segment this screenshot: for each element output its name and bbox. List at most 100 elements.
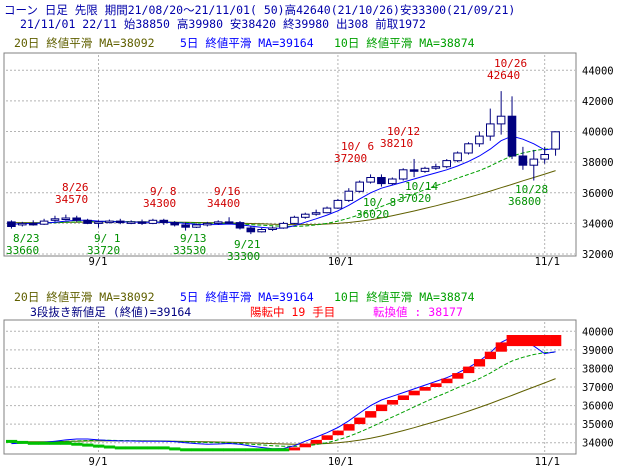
kagi-bar: [114, 446, 126, 450]
kagi-chart-frame: [3, 319, 577, 455]
candlesticks: [7, 91, 560, 235]
kagi-bar: [495, 342, 507, 352]
price-tick-label: 32000: [582, 249, 614, 261]
kagi-bar: [71, 442, 83, 446]
price-chart-frame: [3, 52, 577, 257]
kagi-bar: [212, 448, 224, 452]
date-tick-label: 10/1: [328, 256, 353, 268]
candle-body: [28, 222, 38, 226]
annotation-date: 9/ 8: [150, 185, 177, 198]
annotation-date: 9/21: [234, 238, 261, 251]
kagi-bar: [82, 443, 94, 447]
candle-body: [148, 219, 158, 224]
price-tick-label: 37000: [582, 382, 614, 394]
kagi-bar: [484, 351, 496, 360]
ma10-line: [11, 148, 556, 227]
candle-body: [486, 123, 495, 137]
kagi-bar: [506, 335, 518, 347]
kagi-bar: [245, 448, 257, 452]
candle-body: [311, 212, 321, 215]
annotation-price: 33660: [6, 244, 39, 257]
kagi-bar: [16, 440, 29, 444]
candle-body: [181, 224, 190, 228]
candle-body: [235, 222, 245, 229]
kagi-bar: [550, 335, 562, 347]
candle-body: [170, 222, 179, 226]
candle-body: [551, 131, 560, 150]
candle-body: [529, 158, 539, 166]
kagi-bar: [191, 448, 203, 452]
kagi-bar: [354, 417, 366, 425]
legend-ma10: 10日 終値平滑 MA=38874: [334, 36, 475, 50]
kagi-bar: [60, 441, 72, 445]
annotation-date: 9/ 1: [94, 232, 121, 245]
legend-ma20: 20日 終値平滑 MA=38092: [14, 36, 155, 50]
date-tick-label: 9/1: [89, 256, 108, 268]
candle-body: [213, 221, 223, 224]
candle-body: [366, 177, 375, 183]
legend-sanpon-switch: 転換値 : 38177: [373, 305, 463, 319]
candle-body: [137, 221, 147, 224]
candle-body: [388, 178, 397, 185]
kagi-bar: [147, 446, 159, 450]
kagi-price-axis: 40000 39000 38000 37000 36000 35000 34000: [582, 326, 614, 449]
price-axis: 44000 42000 40000 38000 36000 34000 32000: [582, 65, 614, 261]
legend-ma5: 5日 終値平滑 MA=39164: [180, 36, 314, 50]
kagi-bars: [6, 335, 562, 452]
kagi-bar: [430, 383, 442, 387]
candle-body: [333, 199, 343, 209]
legend-ma20-bottom: 20日 終値平滑 MA=38092: [14, 290, 155, 304]
annotation-date: 10/12: [387, 125, 420, 138]
moving-averages: [11, 135, 556, 229]
date-axis-top: 9/1 10/1 11/1: [89, 256, 560, 268]
kagi-bar: [93, 444, 105, 448]
date-tick-label: 9/1: [89, 456, 108, 468]
candle-body: [94, 221, 103, 224]
date-tick-label: 11/1: [535, 456, 560, 468]
kagi-bar: [27, 441, 39, 445]
price-tick-label: 44000: [582, 65, 614, 77]
price-tick-label: 36000: [582, 401, 614, 413]
price-tick-label: 36000: [582, 188, 614, 200]
kagi-bar: [517, 335, 529, 347]
annotation-price: 33720: [87, 244, 120, 257]
price-tick-label: 39000: [582, 345, 614, 357]
annotation-date: 10/ 6: [341, 140, 374, 153]
kagi-bar: [201, 448, 214, 452]
candle-body: [72, 217, 82, 221]
candle-body: [475, 135, 484, 145]
header-line-1: コーン 日足 先限 期間21/08/20～21/11/01( 50)高42640…: [4, 3, 515, 17]
kagi-bar: [169, 447, 181, 451]
annotation-price: 37020: [398, 192, 431, 205]
price-tick-label: 42000: [582, 96, 614, 108]
annotation-price: 38210: [380, 137, 413, 150]
candle-body: [301, 213, 310, 218]
price-tick-label: 38000: [582, 157, 614, 169]
legend-ma10-bottom: 10日 終値平滑 MA=38874: [334, 290, 475, 304]
candle-body: [126, 221, 136, 224]
legend-sanpon: 3段抜き新値足 (終値)=39164: [30, 305, 191, 319]
annotation-price: 36020: [356, 208, 389, 221]
candle-body: [420, 167, 430, 172]
annotation-date: 10/28: [515, 183, 548, 196]
candle-body: [192, 224, 201, 228]
kagi-bar: [321, 435, 333, 440]
annotation-date: 9/16: [214, 185, 241, 198]
price-tick-label: 38000: [582, 363, 614, 375]
price-tick-label: 40000: [582, 127, 614, 139]
candle-body: [159, 219, 169, 224]
candle-body: [540, 154, 550, 160]
kagi-moving-averages: [11, 336, 556, 450]
candle-body: [268, 227, 277, 230]
kagi-bar: [299, 443, 311, 448]
kagi-bar: [278, 448, 290, 452]
candle-body: [507, 115, 517, 157]
kagi-bar: [125, 446, 137, 450]
annotation-price: 34570: [55, 193, 88, 206]
candle-body: [322, 207, 332, 214]
kagi-bar: [386, 400, 399, 405]
annotation-price: 37200: [334, 152, 367, 165]
header-line-2: 21/11/01 22/11 始38850 高39980 安38420 終399…: [20, 17, 426, 31]
